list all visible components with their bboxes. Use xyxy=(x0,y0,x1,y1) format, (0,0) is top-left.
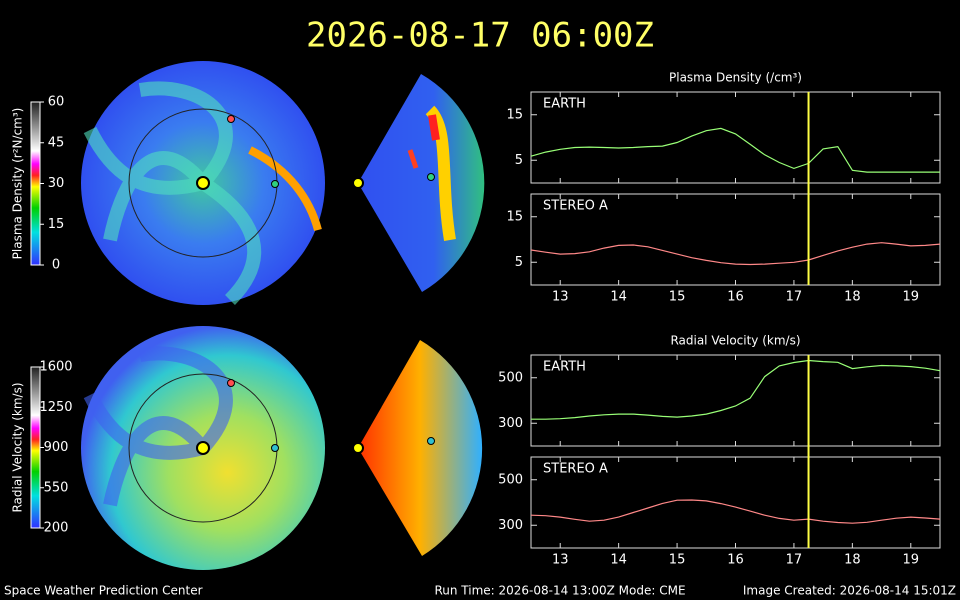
y-tick-label: 15 xyxy=(506,209,523,224)
series-line xyxy=(531,359,941,420)
colorbar-tick-label: 15 xyxy=(48,217,65,232)
x-tick-label: 18 xyxy=(844,553,861,568)
colorbar-label: Plasma Density (r²N/cm³) xyxy=(11,108,25,260)
colorbar-tick-label: 1250 xyxy=(39,400,72,415)
x-tick-label: 14 xyxy=(610,553,627,568)
chart-title: Plasma Density (/cm³) xyxy=(669,71,802,85)
series-line xyxy=(530,499,941,524)
x-tick-label: 15 xyxy=(669,290,686,305)
y-tick-label: 500 xyxy=(498,472,523,487)
panel-label: STEREO A xyxy=(543,462,608,477)
velocity-map xyxy=(81,326,483,570)
x-tick-label: 19 xyxy=(903,553,920,568)
y-tick-label: 500 xyxy=(498,370,523,385)
x-tick-label: 17 xyxy=(786,553,803,568)
colorbar-tick-label: 550 xyxy=(44,480,69,495)
x-tick-label: 14 xyxy=(610,290,627,305)
x-tick-label: 16 xyxy=(727,290,744,305)
x-tick-label: 15 xyxy=(669,553,686,568)
colorbar-tick-label: 45 xyxy=(48,135,65,150)
y-tick-label: 300 xyxy=(498,416,523,431)
x-tick-label: 13 xyxy=(552,290,569,305)
series-line xyxy=(530,242,941,266)
colorbar xyxy=(30,101,41,266)
colorbar-tick-label: 1600 xyxy=(39,360,72,375)
y-tick-label: 5 xyxy=(515,255,523,270)
title: 2026-08-17 06:00Z xyxy=(306,16,654,56)
colorbar-tick-label: 200 xyxy=(44,521,69,536)
colorbar xyxy=(30,366,41,529)
panel-label: STEREO A xyxy=(543,199,608,214)
panel-label: EARTH xyxy=(543,360,586,375)
chart-title: Radial Velocity (km/s) xyxy=(670,334,800,348)
x-tick-label: 17 xyxy=(786,290,803,305)
footer-center: Run Time: 2026-08-14 13:00Z Mode: CME xyxy=(434,584,685,598)
panel-label: EARTH xyxy=(543,97,586,112)
y-tick-label: 15 xyxy=(506,107,523,122)
x-tick-label: 16 xyxy=(727,553,744,568)
panel-frame xyxy=(530,354,941,447)
density-map xyxy=(81,61,485,305)
colorbar-tick-label: 900 xyxy=(44,440,69,455)
footer-left: Space Weather Prediction Center xyxy=(4,584,203,598)
colorbar-tick-label: 30 xyxy=(48,176,65,191)
x-tick-label: 18 xyxy=(844,290,861,305)
x-tick-label: 19 xyxy=(903,290,920,305)
colorbar-tick-label: 0 xyxy=(52,258,60,273)
y-tick-label: 5 xyxy=(515,153,523,168)
footer-right: Image Created: 2026-08-14 15:01Z xyxy=(743,584,956,598)
y-tick-label: 300 xyxy=(498,518,523,533)
colorbar-tick-label: 60 xyxy=(48,95,65,110)
x-tick-label: 13 xyxy=(552,553,569,568)
series-line xyxy=(530,127,940,173)
colorbar-label: Radial Velocity (km/s) xyxy=(11,382,25,512)
panel-frame xyxy=(530,91,941,184)
